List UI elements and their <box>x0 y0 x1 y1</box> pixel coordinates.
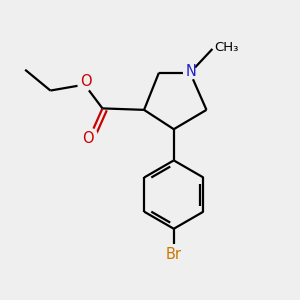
Text: CH₃: CH₃ <box>214 41 238 54</box>
Text: O: O <box>80 74 92 88</box>
Text: Br: Br <box>166 247 182 262</box>
Text: N: N <box>186 64 196 79</box>
Text: O: O <box>82 130 93 146</box>
Circle shape <box>78 78 91 91</box>
Circle shape <box>184 66 197 79</box>
Circle shape <box>84 129 97 142</box>
